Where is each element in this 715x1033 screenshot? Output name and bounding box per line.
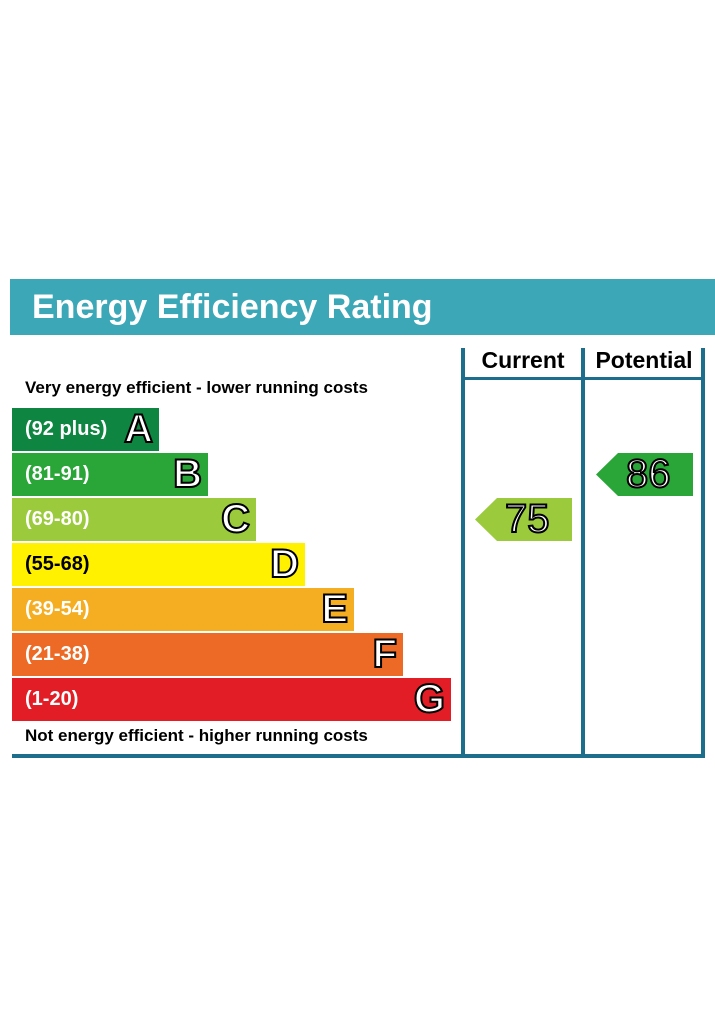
band-b-letter: B [172, 451, 203, 497]
current-rating-arrow: 75 [475, 496, 572, 542]
band-g-letter: G [413, 676, 446, 722]
band-d-range: (55-68) [25, 553, 90, 575]
potential-arrow-shape [596, 453, 693, 496]
band-c-range: (69-80) [25, 508, 90, 530]
title-banner: Energy Efficiency Rating [10, 279, 715, 335]
potential-rating-arrow: 86 [596, 451, 693, 497]
band-f-range: (21-38) [25, 643, 90, 665]
potential-column-header: Potential [595, 347, 693, 373]
current-rating-value: 75 [504, 496, 550, 542]
band-a-letter: A [123, 406, 154, 452]
band-e-letter: E [320, 586, 349, 632]
band-c-letter: C [220, 496, 251, 542]
band-g-range: (1-20) [25, 688, 79, 710]
band-e: (39-54) E [12, 586, 354, 632]
chart-title: Energy Efficiency Rating [32, 288, 433, 326]
current-column-header: Current [481, 347, 565, 373]
frame-left-line [461, 348, 465, 758]
band-f: (21-38) F [12, 631, 403, 677]
potential-arrow-fill [596, 453, 693, 496]
column-header-divider [461, 377, 705, 380]
band-b: (81-91) B [12, 451, 208, 497]
top-caption: Very energy efficient - lower running co… [25, 378, 368, 397]
bottom-caption: Not energy efficient - higher running co… [25, 726, 368, 745]
band-a-range: (92 plus) [25, 418, 108, 440]
current-arrow-fill [475, 498, 572, 541]
band-d: (55-68) D [12, 541, 305, 587]
band-d-letter: D [269, 541, 300, 587]
band-g: (1-20) G [12, 676, 451, 722]
band-a: (92 plus) A [12, 406, 159, 452]
current-arrow-shape [475, 498, 572, 541]
band-e-range: (39-54) [25, 598, 90, 620]
frame-middle-line [581, 348, 585, 758]
potential-rating-value: 86 [625, 451, 671, 497]
frame-right-line [701, 348, 705, 758]
band-b-range: (81-91) [25, 463, 90, 485]
band-f-letter: F [372, 631, 398, 677]
chart-bottom-line [12, 754, 705, 758]
band-c: (69-80) C [12, 496, 256, 542]
